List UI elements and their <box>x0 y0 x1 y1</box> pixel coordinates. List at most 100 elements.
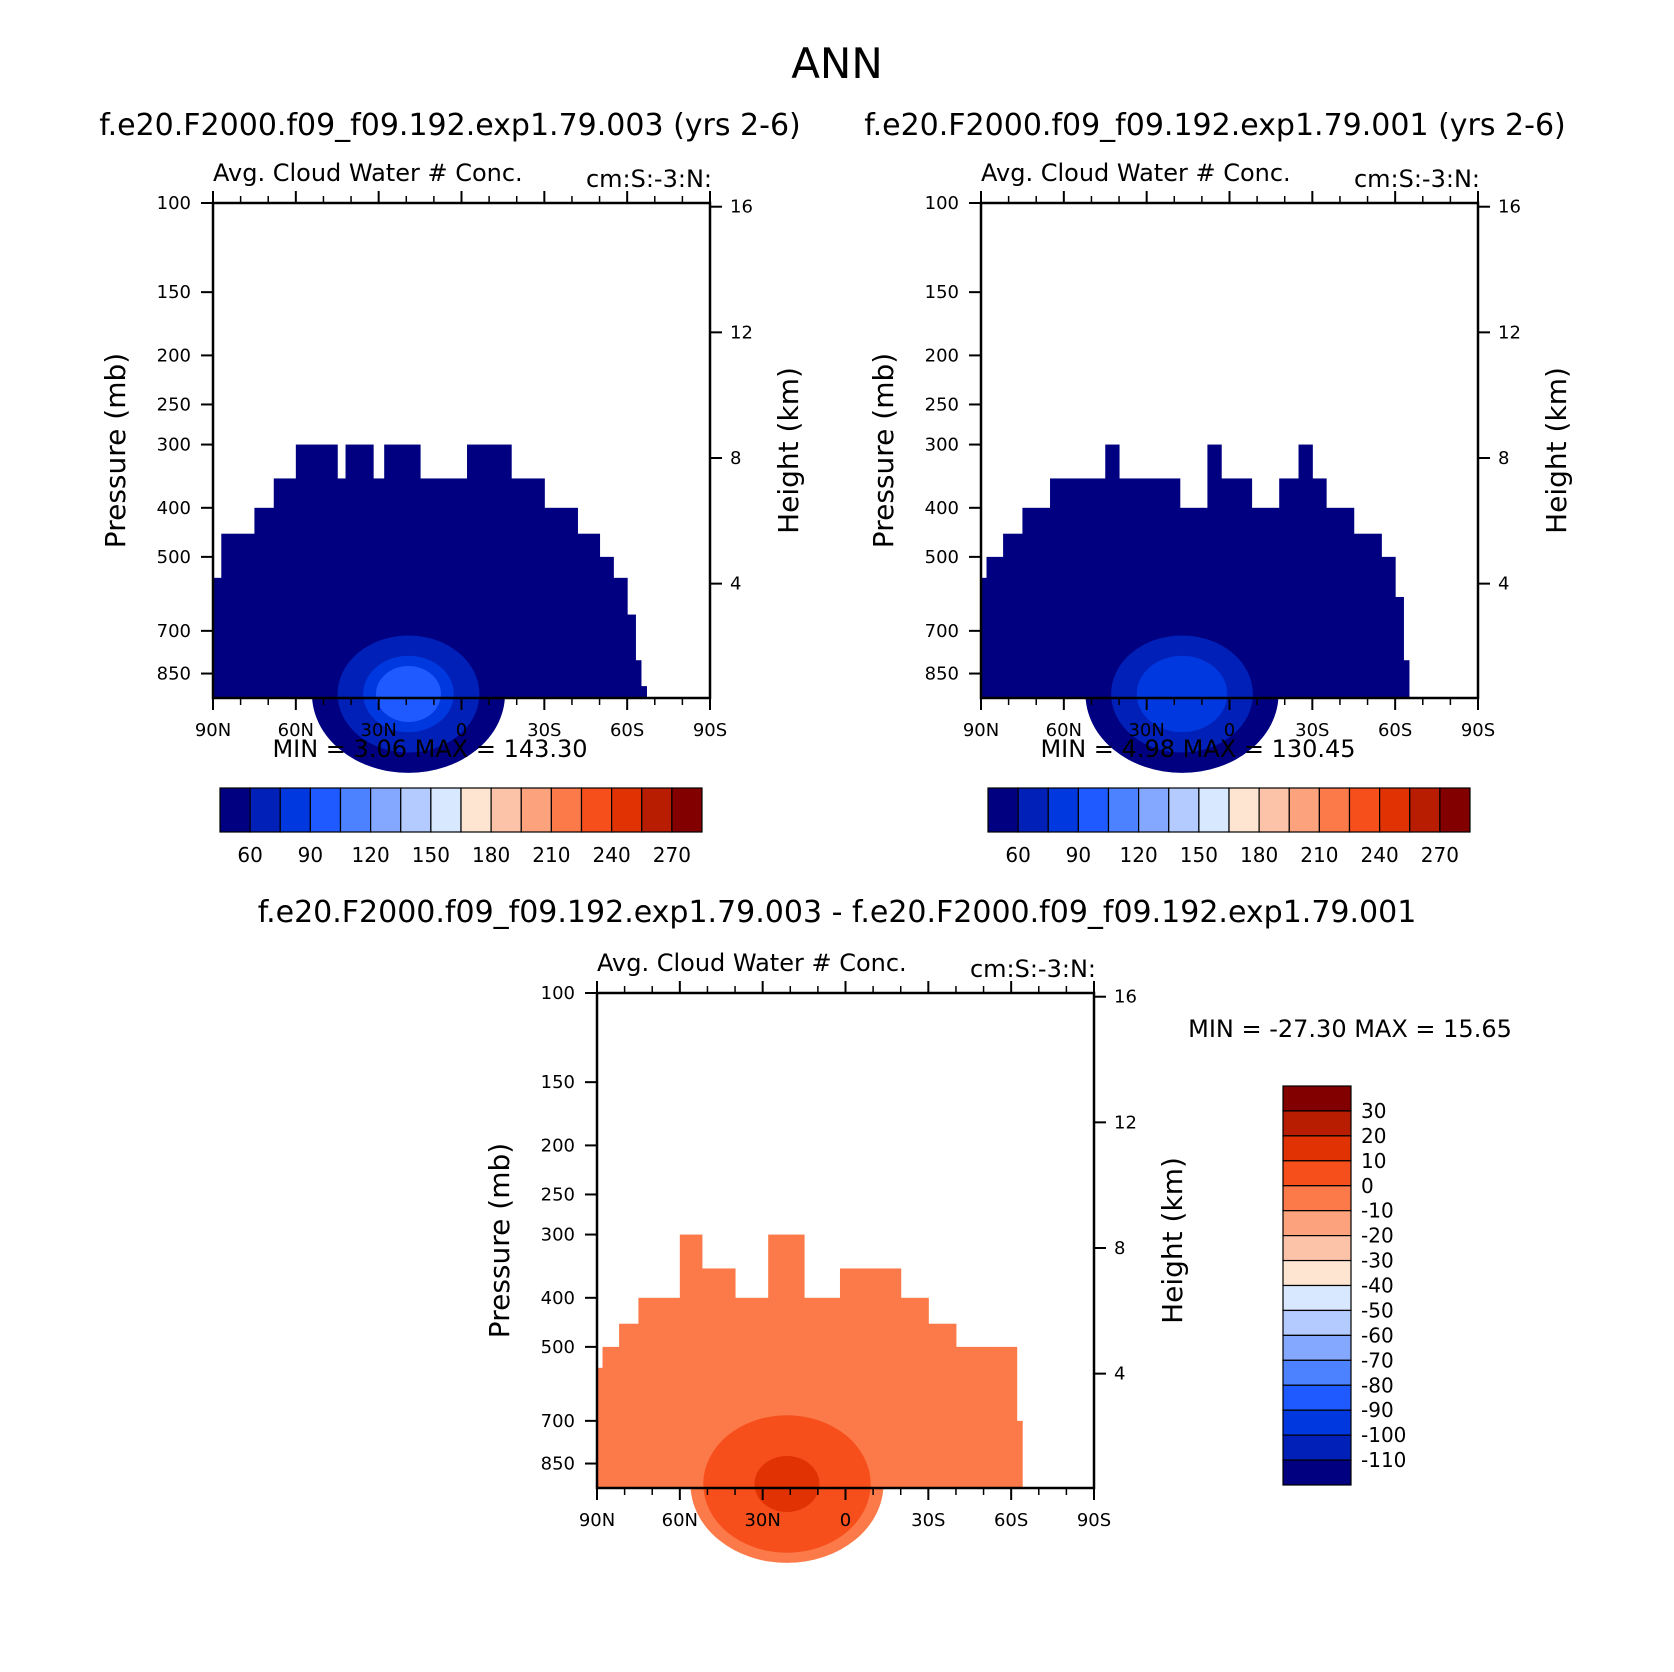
max-value: 15.65 <box>1443 1015 1512 1043</box>
colorbar-swatch <box>1282 1434 1352 1461</box>
colorbar-swatch <box>1258 787 1290 833</box>
pressure-tick-label: 850 <box>925 664 959 685</box>
field-peak-contour <box>375 665 441 723</box>
field-column <box>1050 478 1092 698</box>
min-label: MIN = <box>1040 735 1121 763</box>
field-column <box>511 478 545 698</box>
max-label: MAX = <box>1183 735 1272 763</box>
field-column <box>337 478 347 698</box>
field-column <box>1243 478 1253 698</box>
latitude-tick-label: 90N <box>195 720 231 741</box>
colorbar-swatch <box>1138 787 1170 833</box>
colorbar-swatch <box>1282 1135 1352 1162</box>
colorbar-label: 120 <box>1120 843 1158 867</box>
field-column <box>1201 507 1208 698</box>
height-tick-label: 12 <box>1498 322 1521 343</box>
pressure-tick-label: 250 <box>541 1184 575 1205</box>
latitude-tick-label: 90S <box>1077 1510 1111 1531</box>
field-column <box>619 1323 639 1488</box>
colorbar-label: -60 <box>1361 1323 1394 1347</box>
colorbar-label: 180 <box>472 843 510 867</box>
colorbar-label: 150 <box>1180 843 1218 867</box>
colorbar-label: -20 <box>1361 1224 1394 1248</box>
pressure-tick-label: 400 <box>541 1288 575 1309</box>
colorbar-swatch <box>1318 787 1351 833</box>
max-label: MAX = <box>1354 1015 1443 1043</box>
colorbar: 3020100-10-20-30-40-50-60-70-80-90-100-1… <box>1282 1085 1406 1486</box>
field-column <box>635 660 642 698</box>
colorbar-label: 210 <box>532 843 570 867</box>
colorbar-swatch <box>580 787 613 833</box>
contour-field <box>597 1234 1023 1563</box>
colorbar-swatch <box>1282 1235 1352 1262</box>
colorbar-label: 90 <box>1066 843 1091 867</box>
colorbar-swatch <box>1379 787 1411 833</box>
colorbar-label: -40 <box>1361 1274 1394 1298</box>
pressure-tick-label: 700 <box>157 621 191 642</box>
field-column <box>1312 478 1327 698</box>
min-max-readout: MIN = 4.98 MAX = 130.45 <box>1040 735 1355 763</box>
height-tick-label: 4 <box>1498 574 1509 595</box>
field-column <box>1091 478 1106 698</box>
field-column <box>489 444 512 698</box>
field-column <box>997 1346 1018 1488</box>
height-tick-label: 4 <box>730 574 741 595</box>
min-max-readout: MIN = -27.30 MAX = 15.65 <box>1188 1015 1512 1043</box>
field-column <box>467 444 490 698</box>
max-value: 130.45 <box>1272 735 1356 763</box>
panel-right-title: cm:S:-3:N: <box>586 165 712 193</box>
case-b-title: f.e20.F2000.f09_f09.192.exp1.79.001 (yrs… <box>864 108 1566 143</box>
pressure-tick-label: 100 <box>157 193 191 214</box>
field-column <box>928 1323 957 1488</box>
field-column <box>981 577 988 698</box>
colorbar-label: -90 <box>1361 1398 1394 1422</box>
height-tick-label: 16 <box>730 197 753 218</box>
panel-left-title: Avg. Cloud Water # Conc. <box>213 159 523 187</box>
colorbar-swatch <box>1348 787 1381 833</box>
min-value: 4.98 <box>1122 735 1183 763</box>
pressure-tick-label: 300 <box>541 1225 575 1246</box>
latitude-tick-label: 60S <box>610 720 644 741</box>
field-column <box>1105 444 1120 698</box>
pressure-tick-label: 150 <box>157 282 191 303</box>
field-column <box>795 1234 805 1488</box>
field-column <box>640 686 647 698</box>
field-column <box>254 507 275 698</box>
colorbar-swatch <box>1282 1459 1352 1486</box>
panel-case-b: 100 150 200 250 300 400 500 700 850 16 12 8 4 90N 60N 3… <box>867 159 1573 867</box>
panel-right-title: cm:S:-3:N: <box>970 955 1096 983</box>
pressure-tick-label: 300 <box>925 435 959 456</box>
field-column <box>1298 444 1313 698</box>
field-column <box>273 478 297 698</box>
colorbar-label: 20 <box>1361 1124 1386 1148</box>
colorbar-swatch <box>641 787 673 833</box>
pressure-tick-label: 700 <box>541 1411 575 1432</box>
max-label: MAX = <box>415 735 504 763</box>
pressure-tick-label: 250 <box>157 394 191 415</box>
latitude-tick-label: 0 <box>456 720 467 741</box>
pressure-tick-label: 850 <box>157 664 191 685</box>
panel-right-title: cm:S:-3:N: <box>1354 165 1480 193</box>
field-column <box>373 478 385 698</box>
panel-left-title: Avg. Cloud Water # Conc. <box>981 159 1291 187</box>
min-value: -27.30 <box>1269 1015 1354 1043</box>
latitude-tick-label: 60N <box>1046 720 1082 741</box>
latitude-tick-label: 60N <box>278 720 314 741</box>
colorbar-label: 210 <box>1300 843 1338 867</box>
field-column <box>873 1268 902 1488</box>
colorbar-swatch <box>1282 1309 1352 1336</box>
field-column <box>1279 478 1300 698</box>
height-tick-label: 8 <box>1114 1238 1125 1259</box>
colorbar-swatch <box>1409 787 1441 833</box>
colorbar-swatch <box>1439 787 1471 833</box>
pressure-tick-label: 400 <box>157 498 191 519</box>
colorbar: 60 90 120 150 180 210 240 270 <box>987 787 1471 867</box>
field-column <box>900 1297 929 1488</box>
pressure-tick-label: 500 <box>541 1337 575 1358</box>
field-column <box>328 444 338 698</box>
height-tick-label: 4 <box>1114 1364 1125 1385</box>
colorbar-swatch <box>1282 1085 1352 1112</box>
colorbar-label: 180 <box>1240 843 1278 867</box>
field-column <box>679 1234 703 1488</box>
colorbar-label: -30 <box>1361 1249 1394 1273</box>
